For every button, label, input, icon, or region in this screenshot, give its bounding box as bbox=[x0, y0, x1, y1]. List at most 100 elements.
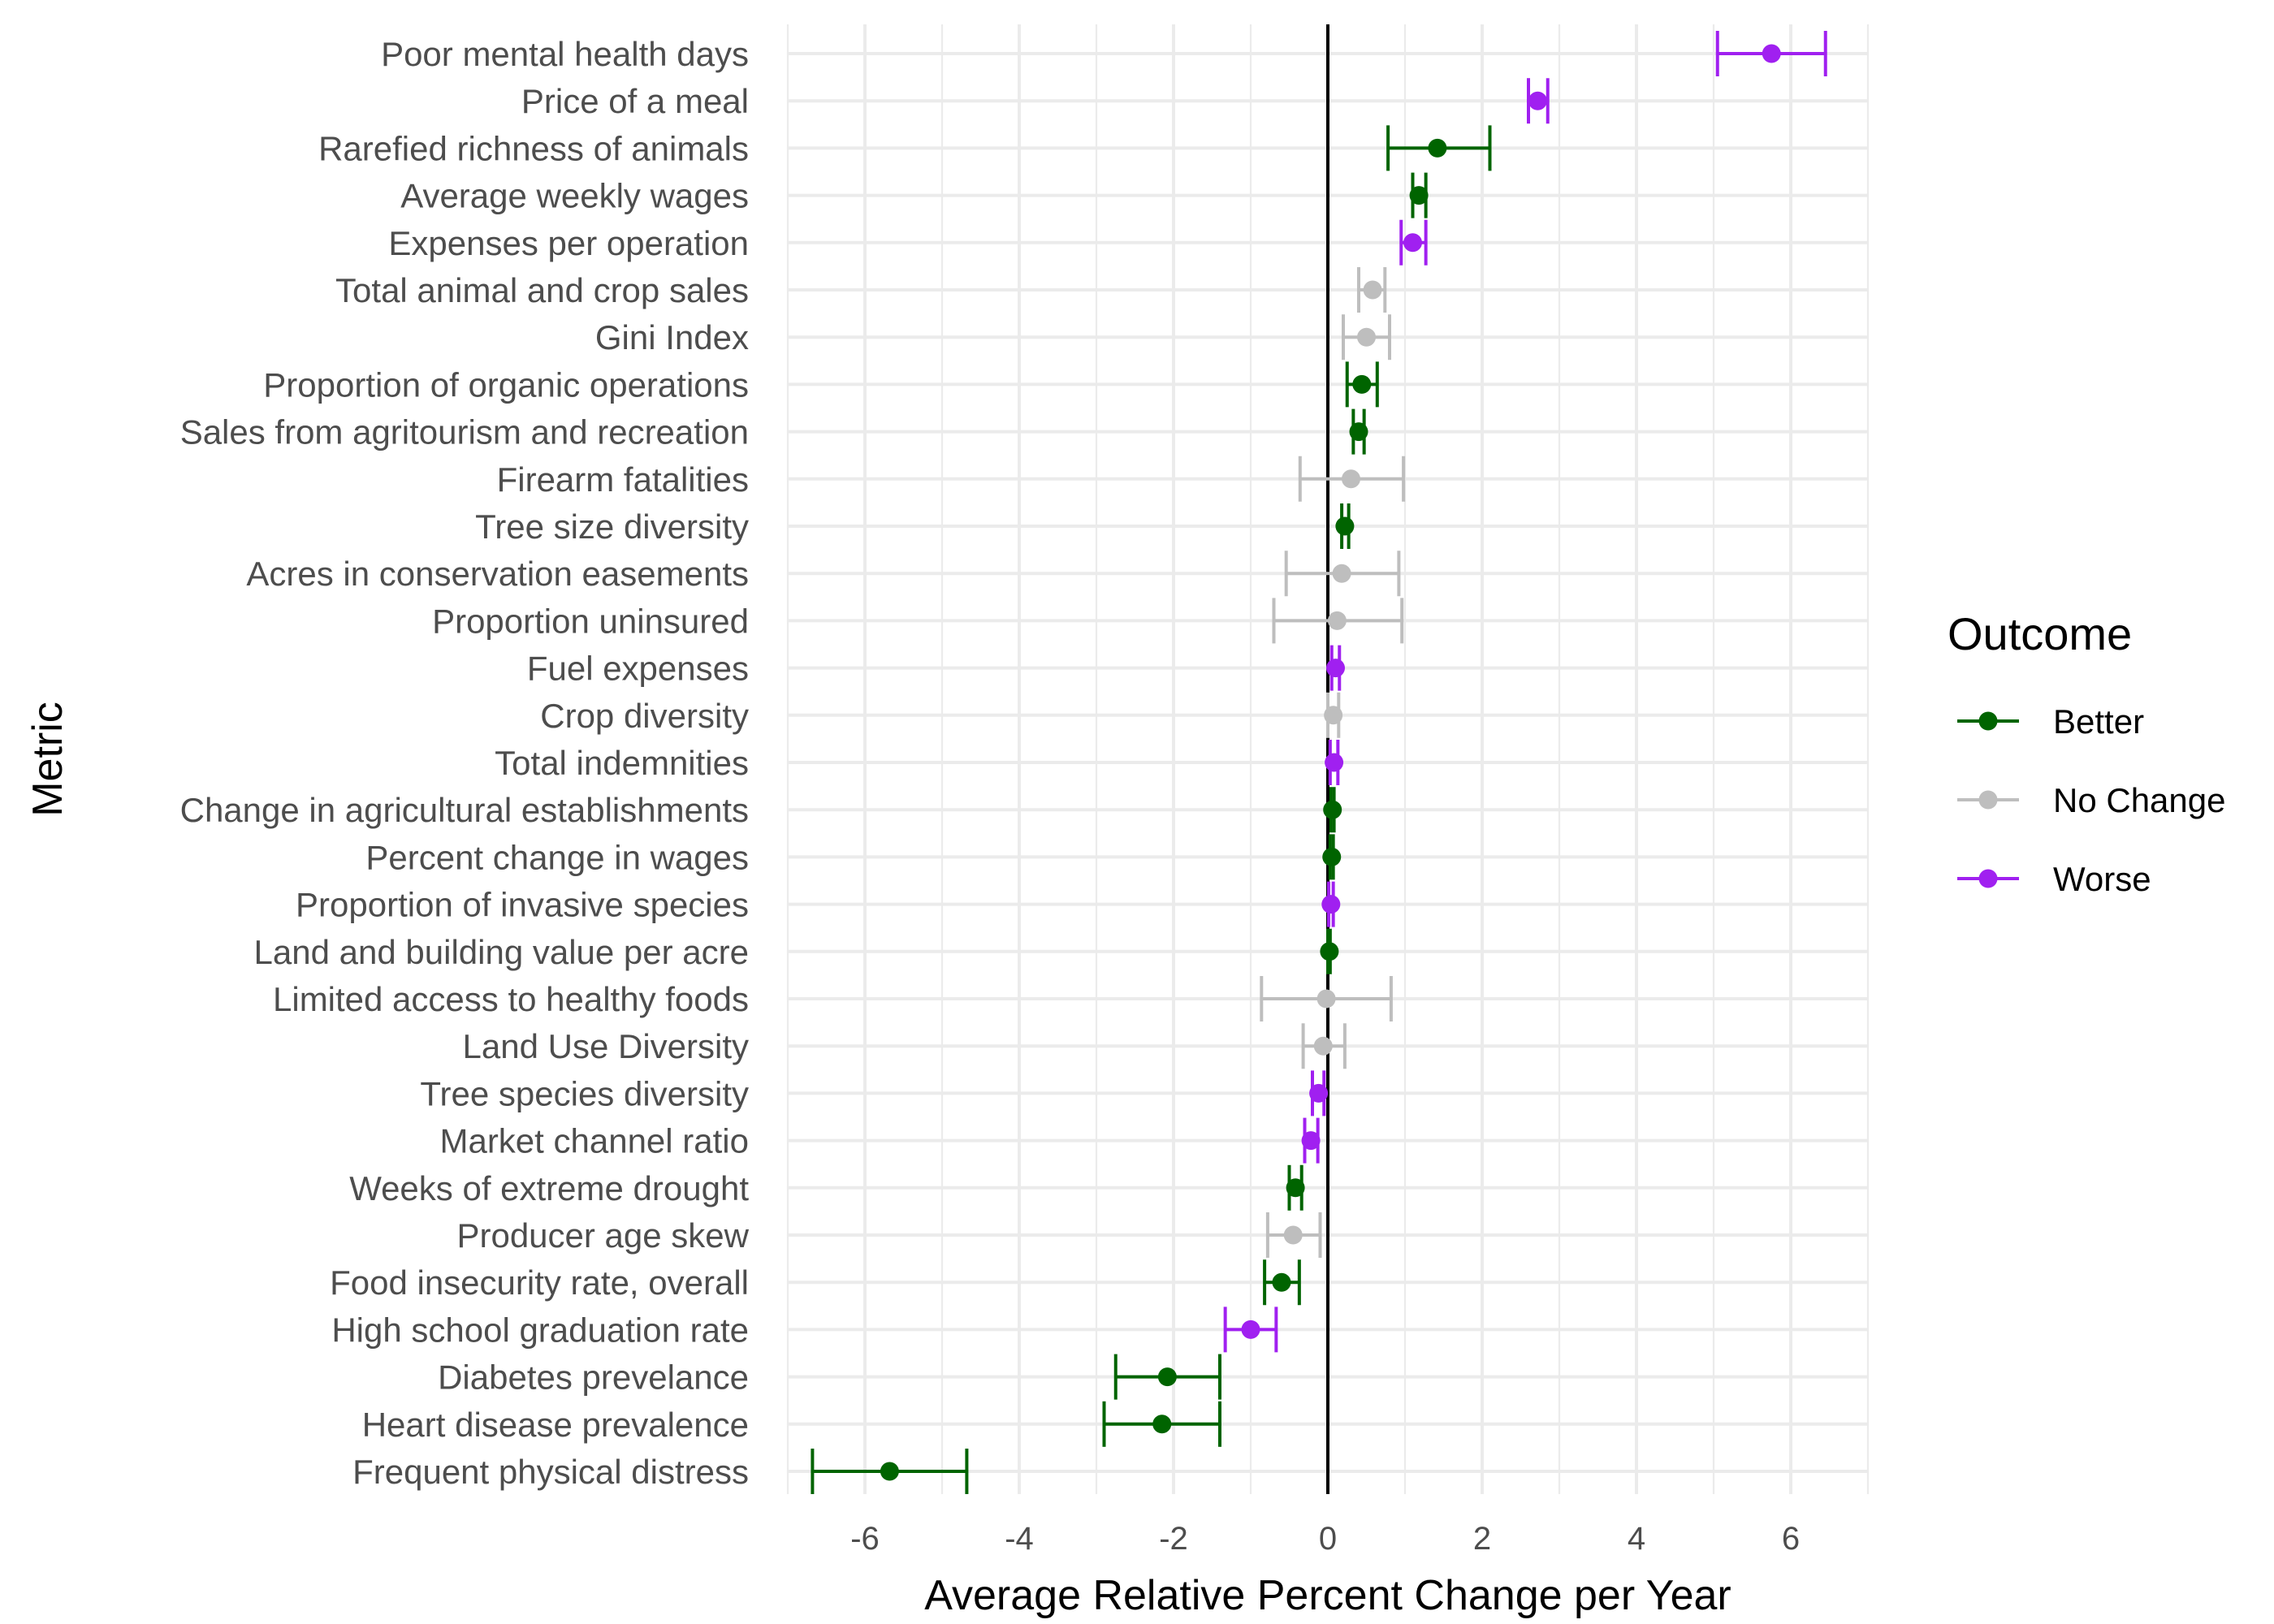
y-tick-label: Total animal and crop sales bbox=[335, 271, 749, 309]
metric-estimate bbox=[1325, 740, 1344, 785]
estimate-point bbox=[1321, 895, 1341, 914]
metric-estimate bbox=[1326, 645, 1345, 691]
y-axis-title: Metric bbox=[24, 702, 71, 817]
metric-estimate bbox=[1335, 503, 1355, 549]
estimate-point bbox=[1335, 516, 1355, 536]
estimate-point bbox=[880, 1462, 899, 1481]
estimate-point bbox=[1272, 1272, 1291, 1292]
estimate-point bbox=[1403, 233, 1422, 253]
estimate-point bbox=[1349, 422, 1368, 442]
y-tick-label: Expenses per operation bbox=[388, 224, 749, 262]
estimate-point bbox=[1313, 1036, 1333, 1056]
metric-estimate bbox=[1298, 456, 1406, 502]
estimate-point bbox=[1316, 989, 1336, 1009]
legend-key-point bbox=[1978, 711, 1998, 731]
estimate-point bbox=[1528, 91, 1547, 110]
legend-item: Worse bbox=[1957, 860, 2151, 898]
metric-estimate bbox=[1342, 314, 1391, 361]
y-tick-label: Market channel ratio bbox=[439, 1122, 749, 1160]
legend-item: No Change bbox=[1957, 781, 2225, 819]
metric-estimate bbox=[1260, 976, 1393, 1021]
estimate-point bbox=[1327, 611, 1347, 630]
x-axis-tick-labels: -6 -4 -2 0 2 4 6 bbox=[850, 1521, 1800, 1557]
y-tick-label: Average weekly wages bbox=[400, 177, 749, 215]
y-tick-label: Sales from agritourism and recreation bbox=[180, 413, 749, 451]
x-tick-label: 6 bbox=[1782, 1521, 1800, 1557]
metric-estimate bbox=[1409, 172, 1429, 218]
y-tick-label: Fuel expenses bbox=[527, 650, 749, 688]
estimate-point bbox=[1342, 469, 1360, 489]
y-tick-label: Price of a meal bbox=[521, 82, 749, 120]
y-tick-label: Weeks of extreme drought bbox=[349, 1169, 749, 1207]
metric-estimate bbox=[1113, 1354, 1221, 1400]
estimate-point bbox=[1409, 186, 1429, 205]
x-tick-label: 2 bbox=[1473, 1521, 1491, 1557]
estimate-point bbox=[1326, 659, 1345, 678]
estimate-point bbox=[1283, 1225, 1303, 1245]
y-axis-tick-labels: Poor mental health days Price of a meal Ra… bbox=[180, 35, 750, 1491]
x-tick-label: 4 bbox=[1628, 1521, 1645, 1557]
estimate-point bbox=[1320, 942, 1339, 961]
metric-estimate bbox=[1323, 787, 1342, 833]
y-tick-label: High school graduation rate bbox=[331, 1311, 749, 1349]
y-tick-label: Food insecurity rate, overall bbox=[330, 1263, 749, 1302]
metric-estimate bbox=[1349, 408, 1368, 455]
metric-estimate bbox=[1527, 78, 1550, 124]
y-tick-label: Proportion of invasive species bbox=[296, 886, 749, 924]
x-tick-label: -2 bbox=[1159, 1521, 1188, 1557]
y-tick-label: Crop diversity bbox=[540, 697, 749, 735]
estimate-point bbox=[1332, 564, 1351, 583]
metric-estimate bbox=[1301, 1023, 1347, 1069]
metric-estimate bbox=[1223, 1307, 1278, 1353]
y-tick-label: Total indemnities bbox=[495, 744, 749, 782]
y-tick-label: Producer age skew bbox=[456, 1216, 749, 1255]
estimate-point bbox=[1323, 800, 1342, 819]
y-tick-label: Land and building value per acre bbox=[254, 933, 749, 971]
metric-estimate bbox=[1265, 1212, 1322, 1258]
metric-estimate bbox=[1284, 551, 1401, 597]
estimate-point bbox=[1309, 1083, 1329, 1103]
legend-key-point bbox=[1978, 790, 1998, 810]
y-tick-label: Acres in conservation easements bbox=[246, 555, 749, 593]
y-tick-label: Rarefied richness of animals bbox=[318, 129, 749, 167]
metric-estimate bbox=[1399, 219, 1428, 266]
metric-estimate bbox=[1263, 1259, 1301, 1306]
estimate-point bbox=[1428, 138, 1447, 158]
estimate-point bbox=[1363, 280, 1382, 300]
estimate-point bbox=[1241, 1320, 1260, 1339]
legend: Outcome Better No Change Worse bbox=[1948, 608, 2225, 898]
x-tick-label: -4 bbox=[1005, 1521, 1034, 1557]
y-tick-label: Tree species diversity bbox=[420, 1074, 749, 1112]
estimate-point bbox=[1157, 1367, 1177, 1387]
estimate-point bbox=[1357, 327, 1376, 347]
y-tick-label: Heart disease prevalence bbox=[362, 1406, 749, 1444]
y-tick-label: Diabetes prevelance bbox=[438, 1358, 749, 1397]
metric-estimate bbox=[1357, 267, 1387, 313]
y-tick-label: Frequent physical distress bbox=[352, 1453, 749, 1491]
estimate-point bbox=[1152, 1415, 1172, 1434]
metric-estimate bbox=[811, 1449, 969, 1494]
y-tick-label: Limited access to healthy foods bbox=[273, 980, 749, 1018]
estimate-point bbox=[1301, 1131, 1321, 1151]
x-tick-label: -6 bbox=[850, 1521, 880, 1557]
legend-label: No Change bbox=[2053, 781, 2225, 819]
data-marks bbox=[811, 31, 1827, 1494]
metric-estimate bbox=[1324, 692, 1343, 738]
metric-estimate bbox=[1321, 881, 1341, 927]
metric-estimate bbox=[1322, 834, 1342, 880]
y-tick-label: Poor mental health days bbox=[381, 35, 749, 73]
y-tick-label: Percent change in wages bbox=[365, 838, 749, 876]
metric-estimate bbox=[1301, 1117, 1321, 1164]
legend-key-point bbox=[1978, 869, 1998, 888]
metric-estimate bbox=[1386, 125, 1492, 171]
estimate-point bbox=[1352, 374, 1372, 394]
metric-estimate bbox=[1286, 1164, 1305, 1211]
estimate-point bbox=[1322, 847, 1342, 866]
metric-estimate bbox=[1102, 1401, 1221, 1447]
x-axis-title: Average Relative Percent Change per Year bbox=[924, 1572, 1731, 1619]
y-tick-label: Firearm fatalities bbox=[497, 460, 749, 499]
estimate-point bbox=[1762, 44, 1781, 63]
metric-estimate bbox=[1345, 361, 1379, 408]
legend-label: Better bbox=[2053, 702, 2144, 741]
